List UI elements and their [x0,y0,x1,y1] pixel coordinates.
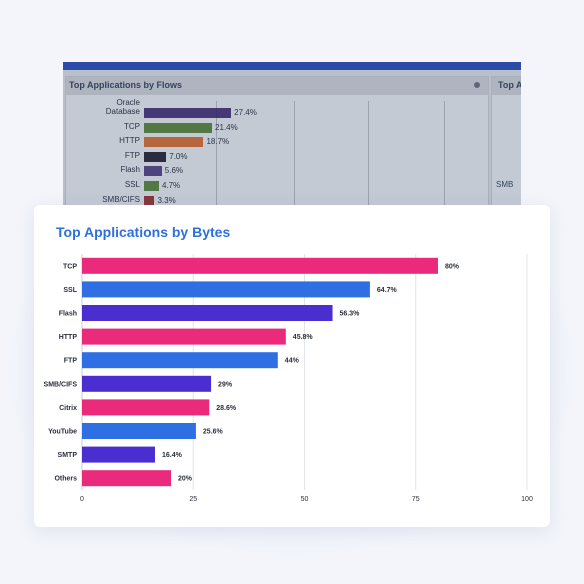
background-second-panel-title: Top A [498,80,521,90]
data-label: 44% [285,358,300,365]
background-panel-title: Top Applications by Flows [69,80,183,90]
data-label: 20% [178,476,193,483]
background-second-panel: Top A SMB [491,76,521,222]
bar-chart: 0 25 50 75 100 TCP 80% SSL 64.7% Flash 56.3% HTTP 45… [44,254,533,503]
background-value-label: 3.3% [157,195,176,205]
background-gridline [294,101,295,222]
x-tick-label: 25 [189,496,197,503]
bar [82,423,196,439]
background-value-label: 21.4% [215,122,238,132]
background-value-label: 27.4% [234,108,257,117]
background-category-label: FTP [124,150,140,160]
data-label: 16.4% [162,452,183,459]
category-label: TCP [63,263,77,270]
bar [82,352,278,369]
background-category-label: SSL [124,180,140,189]
data-label: 56.3% [340,311,361,318]
category-label: SSL [63,287,77,294]
background-bar [144,166,162,177]
x-tick-label: 75 [412,496,420,503]
chart-title: Top Applications by Bytes [56,224,231,240]
gear-icon [474,82,480,88]
background-bar [144,122,213,133]
bar [82,375,212,392]
background-gridline [216,101,217,222]
data-label: 25.6% [203,429,224,436]
data-label: 28.6% [216,405,237,412]
chart-card: Top Applications by Bytes 0 25 50 75 100 TCP 8… [34,205,550,527]
category-label: Citrix [59,405,77,412]
category-label: YouTube [48,429,77,436]
background-bar [144,151,167,162]
background-value-label: 5.6% [164,166,184,176]
background-bar [144,181,159,191]
category-label: Flash [59,311,77,318]
background-category-label: Flash [120,165,140,175]
background-category-label: HTTP [119,136,140,146]
data-label: 80% [445,263,460,270]
background-top-bar [63,62,521,70]
background-value-label: 4.7% [161,181,181,190]
background-bar [144,195,155,206]
bar [82,257,438,274]
data-label: 64.7% [377,287,398,294]
bar [82,399,210,416]
bar [82,305,333,321]
background-category-label: TCP [124,121,140,131]
background-bar [144,137,204,148]
x-tick-label: 50 [301,496,309,503]
data-label: 29% [218,381,233,388]
background-category-label: Oracle Database [105,98,140,116]
background-value-label: 18.7% [206,137,230,147]
bar [82,446,155,463]
background-value-label: 7.0% [169,151,188,161]
category-label: SMB/CIFS [44,381,78,388]
bar [82,328,286,345]
data-label: 45.8% [293,334,314,341]
background-second-panel-header: Top A [492,77,521,95]
background-screenshot: Top Applications by Flows Oracle Databas… [63,62,521,222]
category-label: FTP [64,358,78,365]
background-second-panel-label: SMB [496,180,514,189]
background-bar [144,108,232,118]
background-gridline [444,101,445,222]
background-panel-header: Top Applications by Flows [66,77,488,95]
bar [82,470,171,487]
x-tick-label: 0 [80,496,84,503]
category-label: SMTP [58,452,78,459]
x-tick-label: 100 [521,496,533,503]
background-flows-panel: Top Applications by Flows Oracle Databas… [65,76,489,222]
bar [82,281,370,298]
background-gridline [368,101,369,222]
background-category-label: SMB/CIFS [102,194,140,204]
category-label: HTTP [59,334,78,341]
category-label: Others [54,476,77,483]
